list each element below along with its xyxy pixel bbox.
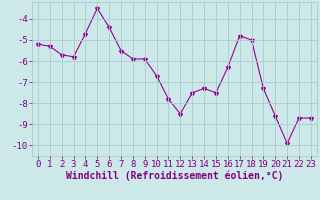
X-axis label: Windchill (Refroidissement éolien,°C): Windchill (Refroidissement éolien,°C) — [66, 171, 283, 181]
